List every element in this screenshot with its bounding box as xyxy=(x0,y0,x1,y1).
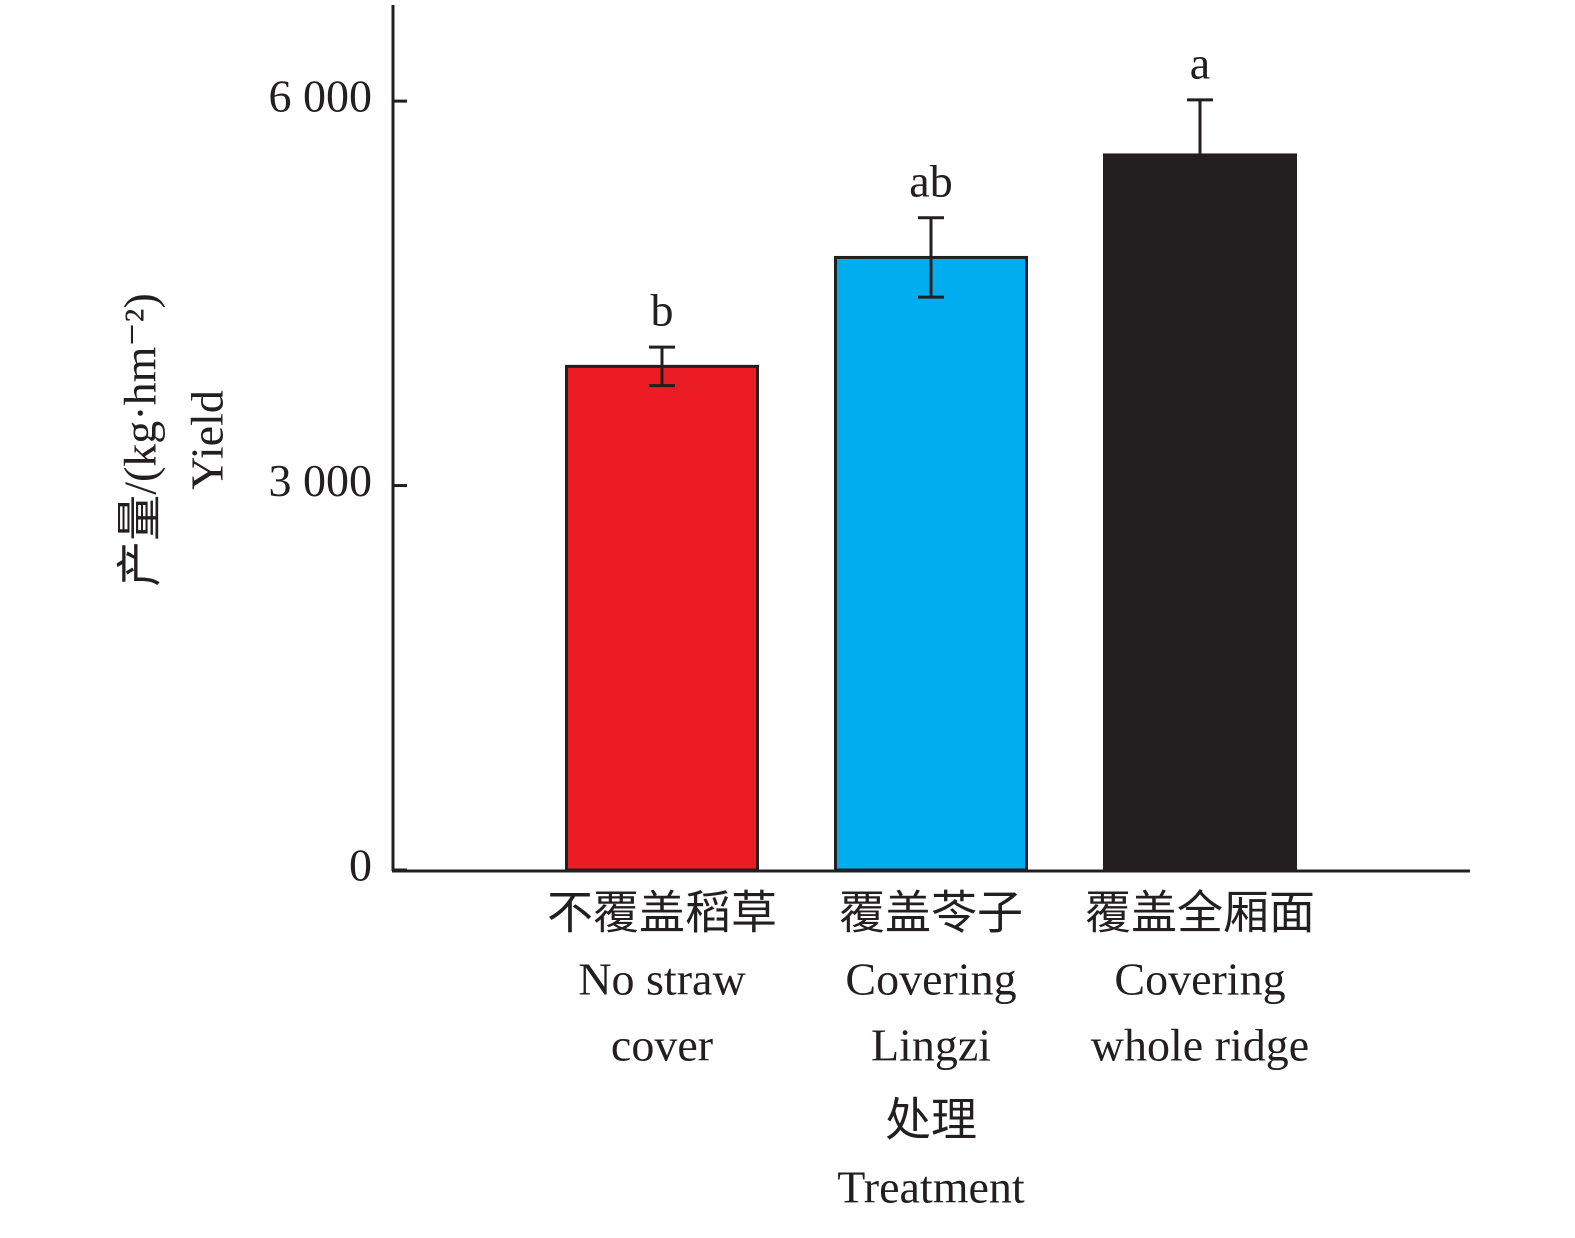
y-tick-label: 3 000 xyxy=(269,455,373,506)
significance-label: a xyxy=(1190,37,1210,88)
significance-label: b xyxy=(651,285,674,336)
x-axis-label: Treatment xyxy=(837,1162,1025,1213)
y-axis-label: 产量/(kg·hm⁻²) xyxy=(115,293,166,587)
significance-label: ab xyxy=(909,155,952,206)
y-tick-label: 6 000 xyxy=(269,71,373,122)
x-tick-label: No straw xyxy=(578,954,746,1005)
x-tick-label: 覆盖苓子 xyxy=(839,888,1023,939)
bar xyxy=(565,364,759,872)
x-tick-label: cover xyxy=(611,1020,713,1071)
bar xyxy=(1103,153,1297,872)
x-tick-label: 不覆盖稻草 xyxy=(547,888,777,939)
y-axis-label: Yield xyxy=(182,390,233,490)
x-tick-label: 覆盖全厢面 xyxy=(1085,888,1315,939)
x-tick-label: whole ridge xyxy=(1091,1020,1309,1071)
y-tick-label: 0 xyxy=(349,840,372,891)
bar xyxy=(834,255,1028,872)
x-axis-label: 处理 xyxy=(885,1095,977,1146)
x-tick-label: Lingzi xyxy=(871,1020,991,1071)
x-tick-label: Covering xyxy=(845,954,1016,1005)
x-tick-label: Covering xyxy=(1114,954,1285,1005)
